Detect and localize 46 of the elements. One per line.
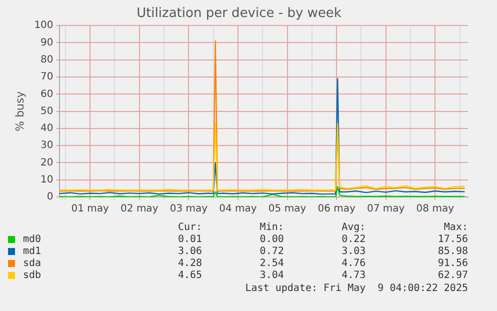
chart-title: Utilization per device - by week [136,6,342,22]
text: 0.22 [340,234,366,246]
legend-label: md0 [22,234,42,246]
text: 4.65 [176,270,202,282]
legend-label: sda [22,258,42,270]
y-tick-label: 100 [34,20,54,32]
y-tick-label: 60 [40,88,54,100]
text: 0.01 [176,234,202,246]
x-tick-label: 02 may [120,204,158,215]
text: Last update: Fri May 9 04:00:22 2025 [245,283,468,294]
x-tick-label: 08 may [416,204,454,215]
y-tick-label: 40 [40,123,54,134]
text: Cur: [176,222,202,234]
x-tick-label: 07 may [366,204,405,215]
x-tick-label: 04 may [219,204,257,215]
text: 3.04 [258,270,284,282]
text: 4.76 [340,258,366,270]
y-axis-title: % busy [13,90,26,132]
text: Min: [258,222,284,234]
text: 3.03 [340,246,366,258]
x-tick-label: 06 may [318,204,356,215]
text: 2.54 [258,258,284,270]
text: 3.06 [176,246,202,258]
text: 4.28 [176,258,202,270]
x-tick-label: 01 may [71,204,110,215]
text: 4.73 [340,270,366,282]
text: Max: [442,222,468,234]
y-tick-label: 0 [46,192,54,203]
text: 17.56 [436,234,468,246]
text: 0.00 [258,234,284,246]
text: 85.98 [436,246,468,258]
y-tick-label: 10 [40,174,54,186]
y-tick-label: 50 [40,106,54,117]
y-tick-label: 20 [40,157,54,168]
legend-label: md1 [22,246,42,258]
y-tick-label: 80 [40,54,54,66]
legend-label: sdb [22,270,42,282]
y-tick-label: 70 [40,72,54,83]
y-tick-label: 30 [40,140,54,152]
text: 62.97 [436,270,468,282]
text: 91.56 [436,258,468,270]
text: 0.72 [258,246,284,258]
x-tick-label: 03 may [170,204,208,215]
text: Avg: [340,222,366,234]
y-tick-label: 90 [40,37,54,48]
x-tick-label: 05 may [268,204,306,215]
